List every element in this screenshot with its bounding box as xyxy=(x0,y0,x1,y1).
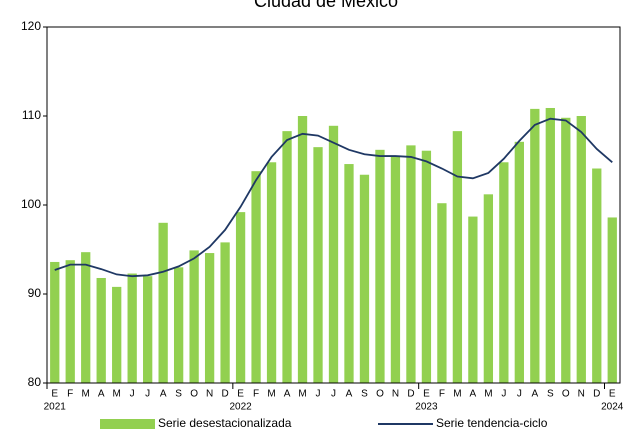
x-tick-label: M xyxy=(298,389,306,400)
bar xyxy=(96,277,106,383)
bar xyxy=(499,162,509,383)
trend-line xyxy=(54,117,613,278)
plot-frame xyxy=(46,26,621,384)
bar xyxy=(127,273,137,383)
bar xyxy=(421,150,432,383)
bar xyxy=(452,131,463,383)
bar xyxy=(251,171,261,383)
x-tick-label: N xyxy=(392,389,399,400)
x-tick-label: N xyxy=(206,389,213,400)
x-tick-label: E xyxy=(51,389,58,400)
y-tick-label: 80 xyxy=(28,375,42,389)
bar xyxy=(313,147,323,383)
y-tick-label: 100 xyxy=(21,197,41,211)
bar xyxy=(189,250,199,383)
x-tick-label: F xyxy=(253,389,259,400)
bar xyxy=(576,116,586,383)
legend-label: Serie desestacionalizada xyxy=(158,416,292,430)
x-tick-label: A xyxy=(531,389,538,400)
x-tick-label: O xyxy=(376,389,384,400)
year-label: 2022 xyxy=(229,402,252,413)
x-tick-label: A xyxy=(284,389,291,400)
x-tick-label: S xyxy=(361,389,368,400)
legend-swatch xyxy=(100,419,155,429)
bar xyxy=(158,222,168,383)
x-tick-label: N xyxy=(578,389,585,400)
x-tick-label: O xyxy=(190,389,198,400)
bar xyxy=(266,162,277,383)
x-tick-label: S xyxy=(175,389,182,400)
year-label: 2021 xyxy=(44,402,67,413)
year-label: 2023 xyxy=(415,402,438,413)
x-tick-label: E xyxy=(237,389,244,400)
bar xyxy=(375,149,385,383)
x-tick-label: E xyxy=(609,389,616,400)
bar xyxy=(204,253,215,383)
bar xyxy=(561,117,571,383)
x-tick-label: A xyxy=(160,389,167,400)
x-tick-label: D xyxy=(221,389,228,400)
x-tick-label: M xyxy=(453,389,461,400)
bar xyxy=(112,286,122,383)
bar xyxy=(344,164,354,383)
legend-label: Serie tendencia-ciclo xyxy=(436,416,548,430)
bar xyxy=(143,276,153,383)
bar xyxy=(468,216,478,383)
bar xyxy=(607,217,617,383)
bar xyxy=(65,260,75,383)
y-tick-label: 110 xyxy=(22,108,41,122)
x-tick-label: M xyxy=(267,389,275,400)
bar xyxy=(592,168,602,383)
bar xyxy=(406,145,416,383)
bar xyxy=(81,252,91,383)
y-tick-label: 120 xyxy=(21,19,41,33)
x-tick-label: A xyxy=(470,389,477,400)
bar xyxy=(514,141,524,383)
x-tick-label: M xyxy=(82,389,90,400)
x-tick-label: O xyxy=(562,389,570,400)
x-tick-label: J xyxy=(130,389,135,400)
bar xyxy=(359,174,370,383)
x-tick-label: D xyxy=(407,389,414,400)
year-label: 2024 xyxy=(601,402,624,413)
x-tick-label: J xyxy=(331,389,336,400)
x-tick-label: F xyxy=(67,389,73,400)
bar xyxy=(220,242,230,383)
x-tick-label: D xyxy=(593,389,600,400)
bar xyxy=(328,125,339,383)
bar xyxy=(530,108,540,383)
bar xyxy=(50,261,60,383)
bar xyxy=(390,156,401,383)
bar xyxy=(235,212,246,383)
x-tick-label: A xyxy=(98,389,105,400)
y-tick-label: 90 xyxy=(28,286,42,300)
bar xyxy=(297,116,308,383)
bar xyxy=(282,131,292,383)
x-tick-label: J xyxy=(316,389,321,400)
x-tick-label: S xyxy=(547,389,554,400)
x-tick-label: J xyxy=(517,389,522,400)
x-tick-label: M xyxy=(484,389,492,400)
x-tick-label: M xyxy=(113,389,121,400)
x-tick-label: E xyxy=(423,389,430,400)
bar xyxy=(437,203,447,383)
x-tick-label: F xyxy=(439,389,445,400)
bar xyxy=(545,107,555,384)
chart-title: Ciudad de México xyxy=(254,0,398,11)
x-tick-label: J xyxy=(501,389,506,400)
x-tick-label: A xyxy=(346,389,353,400)
bar xyxy=(173,267,184,383)
x-tick-label: J xyxy=(145,389,150,400)
bar xyxy=(483,194,494,383)
